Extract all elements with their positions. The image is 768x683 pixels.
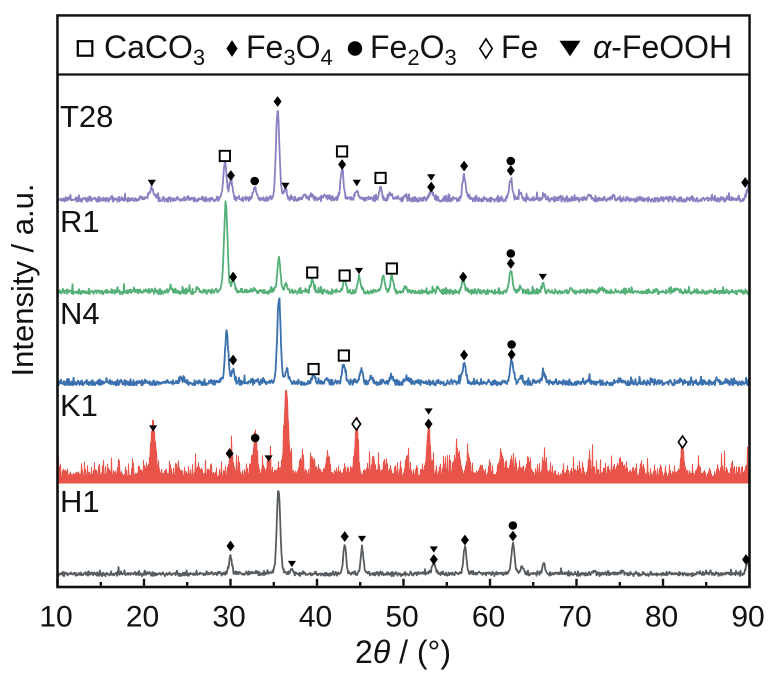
svg-text:Fe2O3: Fe2O3 xyxy=(370,29,457,70)
svg-text:CaCO3: CaCO3 xyxy=(104,29,205,70)
svg-text:α-FeOOH: α-FeOOH xyxy=(593,29,732,65)
svg-text:T28: T28 xyxy=(60,99,113,134)
svg-text:80: 80 xyxy=(645,601,678,634)
svg-text:Intensity / a.u.: Intensity / a.u. xyxy=(5,184,40,377)
svg-text:2θ / (°): 2θ / (°) xyxy=(355,634,451,670)
svg-text:N4: N4 xyxy=(60,296,100,331)
svg-text:90: 90 xyxy=(731,601,764,634)
svg-text:H1: H1 xyxy=(60,484,100,519)
svg-text:R1: R1 xyxy=(60,204,100,239)
svg-text:Fe: Fe xyxy=(501,29,538,65)
svg-text:70: 70 xyxy=(558,601,591,634)
svg-text:40: 40 xyxy=(299,601,332,634)
svg-text:30: 30 xyxy=(212,601,245,634)
svg-text:10: 10 xyxy=(39,601,72,634)
svg-text:20: 20 xyxy=(126,601,159,634)
svg-text:50: 50 xyxy=(385,601,418,634)
svg-text:60: 60 xyxy=(472,601,505,634)
svg-text:K1: K1 xyxy=(60,388,98,423)
